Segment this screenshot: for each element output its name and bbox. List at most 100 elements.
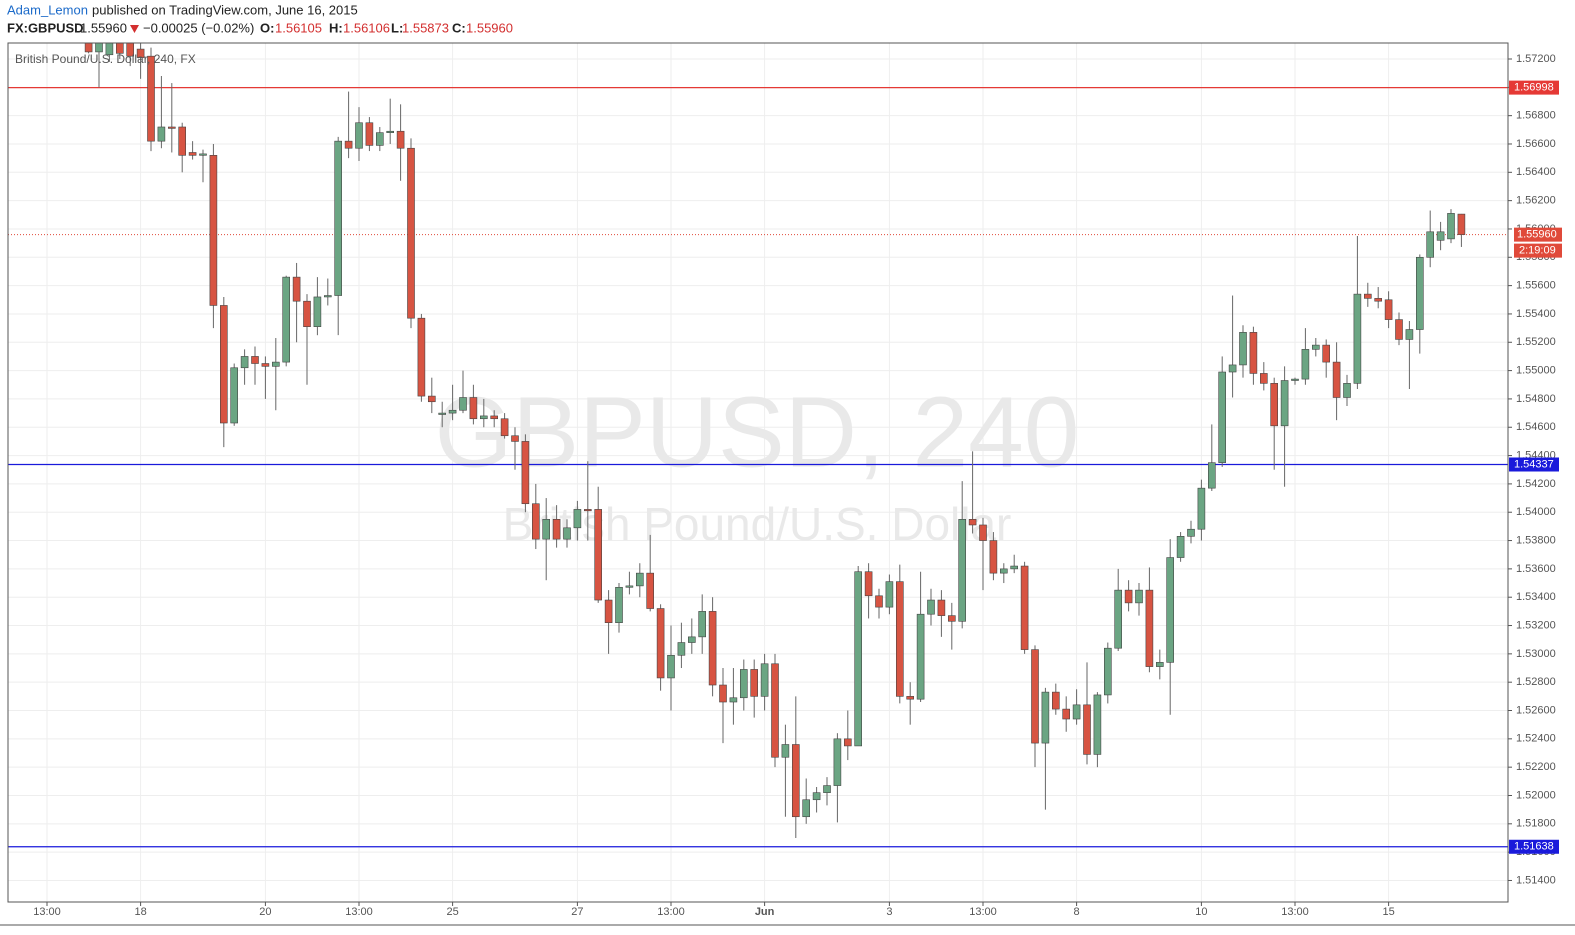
- candle-body: [719, 684, 727, 703]
- candle-body: [84, 43, 93, 53]
- y-tick-label: 1.53200: [1516, 619, 1556, 631]
- y-tick-label: 1.52600: [1516, 704, 1556, 716]
- candle-body: [1426, 231, 1434, 258]
- x-tick-label: 13:00: [345, 906, 373, 918]
- candle-body: [1093, 694, 1102, 755]
- candle-body: [407, 147, 415, 319]
- h-value: 1.56106: [343, 20, 390, 35]
- candle-body: [1270, 383, 1278, 427]
- candle-body: [282, 276, 291, 363]
- level-label: 1.56998: [1514, 82, 1554, 94]
- last: 1.55960: [80, 20, 127, 35]
- level-label-box: [1509, 80, 1559, 95]
- candle-body: [708, 611, 717, 686]
- candle-body: [105, 43, 114, 56]
- candle-body: [750, 669, 759, 697]
- candle-body: [968, 519, 977, 526]
- candle-body: [427, 395, 436, 403]
- candle-body: [739, 669, 748, 699]
- candle-body: [1280, 380, 1289, 427]
- candle-body: [833, 738, 842, 786]
- candle-body: [479, 415, 488, 420]
- candle-body: [323, 295, 332, 298]
- y-tick-label: 1.51400: [1516, 874, 1556, 886]
- candle-body: [625, 585, 634, 588]
- x-tick-label: 13:00: [969, 906, 997, 918]
- candle-body: [979, 524, 987, 541]
- candle-body: [1176, 536, 1185, 558]
- candle-body: [355, 122, 363, 149]
- x-tick-label: 18: [134, 906, 146, 918]
- y-tick-label: 1.54000: [1516, 506, 1556, 518]
- y-tick-label: 1.56600: [1516, 138, 1556, 150]
- y-tick-label: 1.55200: [1516, 336, 1556, 348]
- candle-body: [1374, 298, 1382, 302]
- y-tick-label: 1.54600: [1516, 421, 1556, 433]
- y-tick-label: 1.55000: [1516, 365, 1556, 377]
- candle-body: [573, 509, 582, 529]
- candle-body: [687, 636, 696, 643]
- candle-body: [1343, 383, 1351, 398]
- candle-body: [292, 276, 301, 302]
- candle-body: [1187, 528, 1195, 537]
- y-tick-label: 1.53600: [1516, 563, 1556, 575]
- candle-body: [1457, 213, 1466, 235]
- candle-body: [303, 300, 311, 327]
- candle-body: [937, 599, 946, 616]
- candle-body: [1395, 319, 1403, 340]
- candle-body: [791, 744, 800, 818]
- candle-body: [126, 43, 134, 57]
- candle-body: [1197, 487, 1206, 530]
- candle-body: [1083, 704, 1091, 755]
- x-tick-label: 13:00: [33, 906, 61, 918]
- candle-body: [95, 43, 103, 53]
- x-tick-label: 10: [1195, 906, 1207, 918]
- candle-body: [417, 317, 426, 397]
- candle-body: [771, 663, 779, 758]
- l-label: L:: [391, 20, 403, 35]
- candle-body: [1291, 378, 1299, 381]
- candle-body: [1020, 565, 1029, 650]
- y-tick-label: 1.53000: [1516, 648, 1556, 660]
- symbol: FX:GBPUSD: [7, 20, 84, 35]
- candle-body: [459, 397, 467, 411]
- candle-body: [313, 296, 322, 327]
- candle-body: [1312, 344, 1320, 350]
- candle-body: [1239, 332, 1247, 366]
- candle-body: [677, 642, 686, 656]
- candle-body: [885, 581, 894, 608]
- candle-body: [1166, 557, 1174, 663]
- candle-body: [157, 126, 166, 142]
- candle-body: [760, 663, 769, 697]
- y-tick-label: 1.56400: [1516, 166, 1556, 178]
- y-tick-label: 1.52200: [1516, 761, 1556, 773]
- level-label-box: [1509, 457, 1559, 472]
- candle-body: [906, 696, 915, 700]
- candle-body: [854, 571, 863, 747]
- candle-body: [1322, 344, 1330, 363]
- x-tick-label: 15: [1382, 906, 1394, 918]
- candle-body: [563, 527, 571, 540]
- candle-body: [947, 615, 956, 622]
- author[interactable]: Adam_Lemon: [7, 2, 88, 17]
- candle-body: [500, 418, 509, 437]
- candle-body: [864, 571, 873, 597]
- candle-body: [240, 356, 249, 369]
- candle-body: [1072, 704, 1081, 720]
- candle-body: [667, 654, 675, 679]
- watermark: GBPUSD, 240: [435, 376, 1080, 488]
- y-tick-label: 1.56200: [1516, 195, 1556, 207]
- candle-body: [1031, 649, 1039, 744]
- candle-body: [334, 140, 343, 296]
- published: published on TradingView.com, June 16, 2…: [92, 2, 358, 17]
- x-tick-label: 25: [446, 906, 458, 918]
- candle-body: [583, 509, 592, 512]
- down-arrow: [130, 25, 139, 33]
- candle-body: [729, 697, 738, 703]
- candle-body: [1010, 565, 1019, 570]
- candle-body: [261, 363, 270, 367]
- candle-body: [271, 361, 280, 367]
- candle-body: [469, 397, 478, 420]
